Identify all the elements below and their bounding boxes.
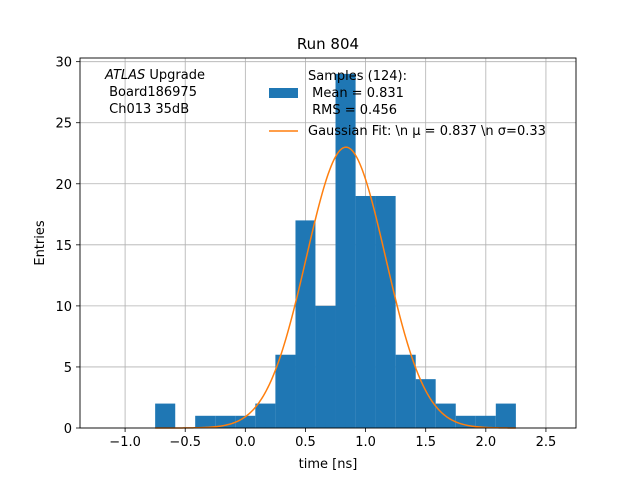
x-tick-label: 0.5 xyxy=(295,435,316,450)
histogram-bar xyxy=(495,403,516,428)
x-tick-label: 1.0 xyxy=(355,435,376,450)
histogram-bar xyxy=(395,354,416,428)
histogram-bar xyxy=(255,403,276,428)
y-tick-label: 0 xyxy=(64,422,72,437)
annotation-board: Board186975 xyxy=(105,85,197,100)
chart-title: Run 804 xyxy=(297,35,359,53)
legend-fit-label: Gaussian Fit: \n μ = 0.837 \n σ=0.33 xyxy=(308,124,546,139)
histogram-bar xyxy=(215,415,236,428)
x-tick-label: 2.5 xyxy=(536,435,557,450)
x-tick-label: −0.5 xyxy=(169,435,201,450)
y-tick-label: 25 xyxy=(55,117,72,132)
y-tick-label: 5 xyxy=(64,361,72,376)
annotation-line-1: ATLAS Upgrade xyxy=(104,68,205,83)
y-tick-label: 20 xyxy=(55,178,72,193)
legend-samples-line-3: RMS = 0.456 xyxy=(308,103,397,118)
y-axis-label: Entries xyxy=(33,220,48,266)
histogram-bar xyxy=(475,415,496,428)
legend-samples-line-2: Mean = 0.831 xyxy=(308,86,404,101)
gaussian-fit-curve xyxy=(155,146,516,429)
x-axis-ticks: −1.0 −0.5 0.0 0.5 1.0 1.5 2.0 2.5 xyxy=(109,428,556,450)
histogram-bar xyxy=(375,195,396,428)
histogram-bar xyxy=(195,415,216,428)
histogram-bar xyxy=(155,403,176,428)
atlas-annotation: ATLAS Upgrade Board186975 Ch013 35dB xyxy=(104,68,205,117)
histogram-bar xyxy=(455,415,476,428)
x-tick-label: 0.0 xyxy=(235,435,256,450)
y-tick-label: 10 xyxy=(55,300,72,315)
plot-frame xyxy=(79,57,577,429)
histogram-bar xyxy=(315,305,336,428)
legend-samples-swatch xyxy=(269,88,298,98)
y-tick-label: 30 xyxy=(55,56,72,71)
histogram-bar xyxy=(415,379,436,428)
annotation-atlas-italic: ATLAS xyxy=(104,68,145,83)
histogram-bars xyxy=(155,73,516,429)
histogram-bar xyxy=(335,73,356,429)
x-tick-label: 2.0 xyxy=(475,435,496,450)
y-axis-ticks: 0 5 10 15 20 25 30 xyxy=(55,56,80,437)
histogram-bar xyxy=(295,220,316,428)
x-tick-label: 1.5 xyxy=(415,435,436,450)
histogram-bar xyxy=(275,354,296,428)
annotation-upgrade: Upgrade xyxy=(145,68,205,83)
x-axis-label: time [ns] xyxy=(299,457,358,472)
histogram-bar xyxy=(235,415,256,428)
x-tick-label: −1.0 xyxy=(109,435,141,450)
legend: Samples (124): Mean = 0.831 RMS = 0.456 … xyxy=(269,69,546,139)
y-tick-label: 15 xyxy=(55,239,72,254)
histogram-bar xyxy=(355,195,376,428)
annotation-channel: Ch013 35dB xyxy=(105,102,189,117)
legend-samples-line-1: Samples (124): xyxy=(308,69,407,84)
